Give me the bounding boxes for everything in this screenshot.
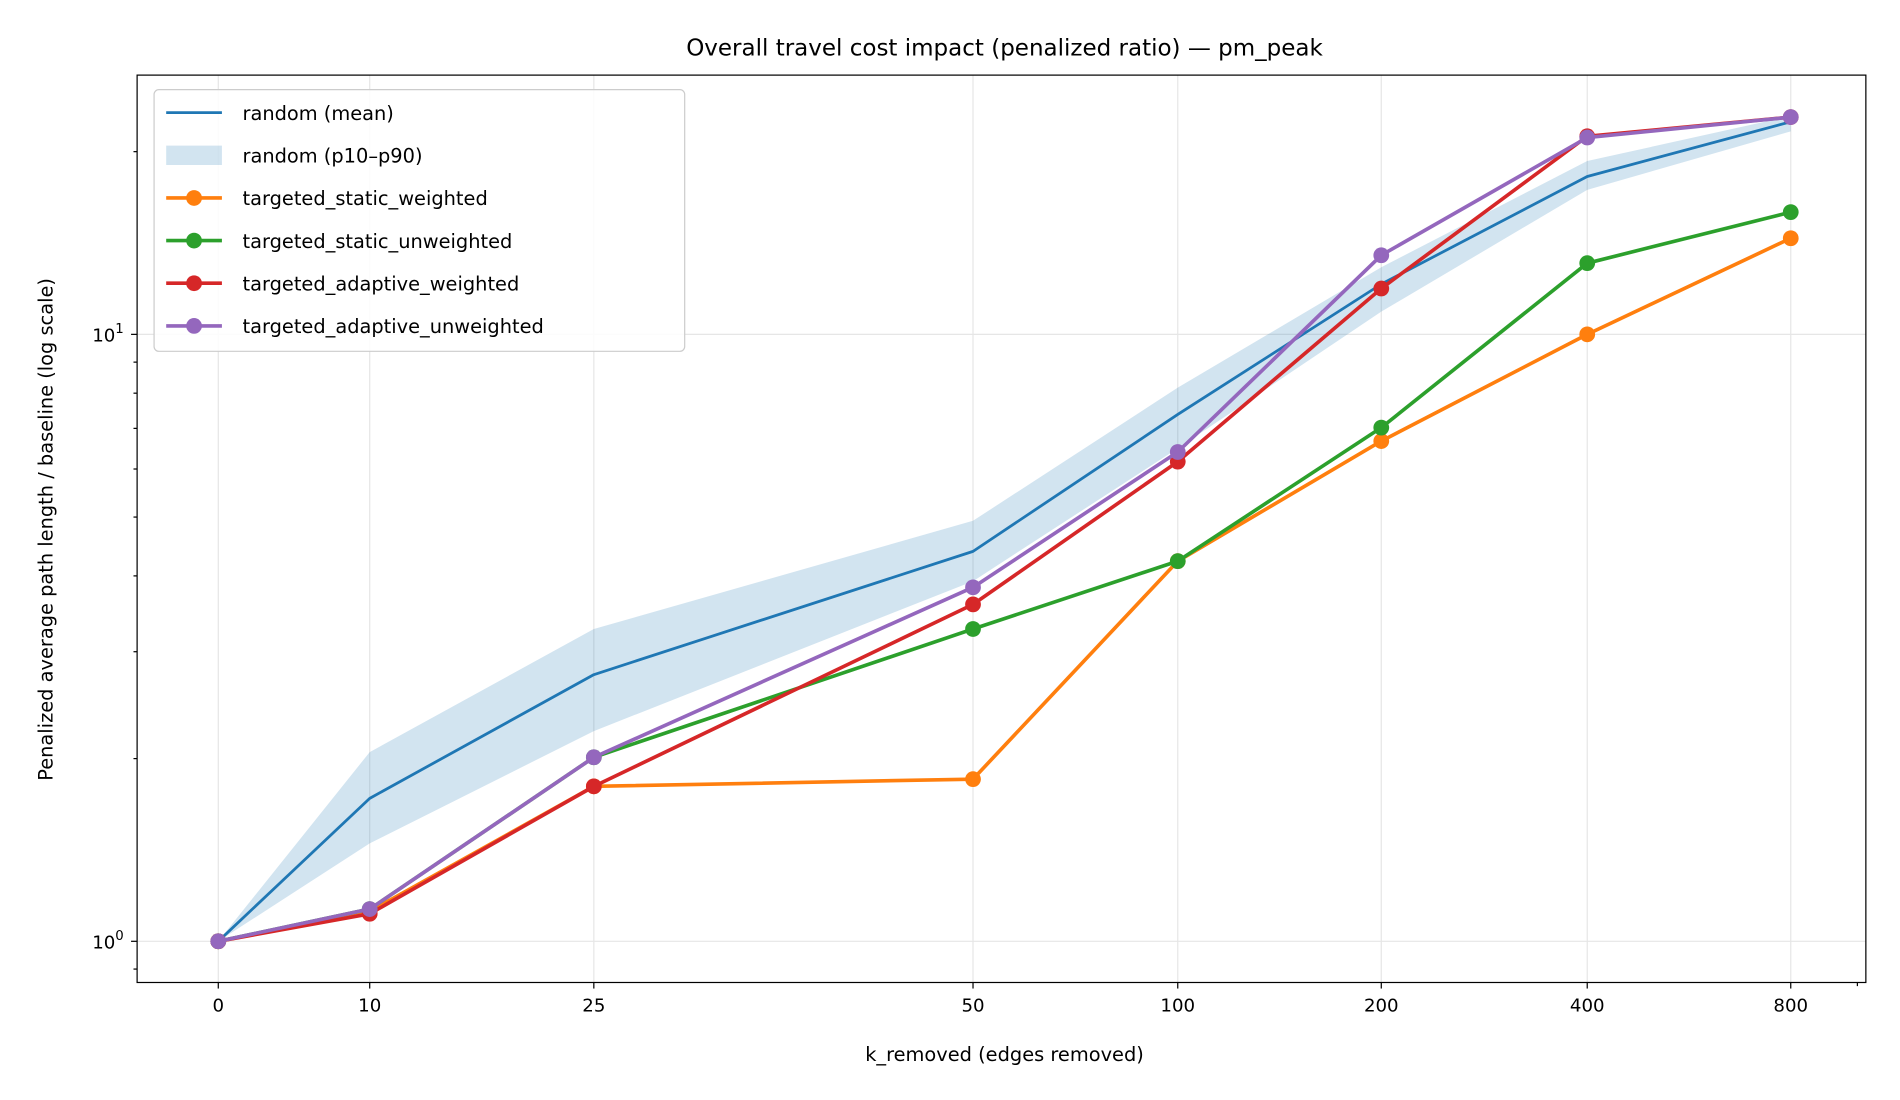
- legend-marker: [186, 318, 202, 334]
- data-point-targeted-static-unweighted: [1579, 255, 1596, 272]
- series-line-targeted-adaptive-unweighted: [217, 115, 1791, 944]
- legend: random (mean) random (p10–p90) targeted_st…: [153, 89, 686, 352]
- x-tick-label: 0: [213, 996, 225, 1017]
- legend-label: targeted_adaptive_weighted: [243, 273, 520, 296]
- x-axis-label: k_removed (edges removed): [865, 1043, 1144, 1066]
- data-point-targeted-static-unweighted: [1782, 204, 1799, 221]
- plot-marks: [210, 109, 1799, 950]
- data-point-targeted-adaptive-unweighted: [1579, 129, 1596, 146]
- y-tick-label: 101: [92, 322, 124, 346]
- legend-label: targeted_static_weighted: [243, 187, 488, 210]
- x-tick-label: 10: [358, 996, 381, 1017]
- legend-marker: [186, 190, 202, 206]
- legend-marker: [186, 232, 202, 249]
- data-point-targeted-adaptive-unweighted: [965, 579, 981, 596]
- series-line-targeted-adaptive-weighted: [217, 115, 1791, 944]
- legend-marker: [186, 275, 202, 292]
- data-point-targeted-adaptive-weighted: [965, 596, 981, 613]
- data-point-targeted-static-unweighted: [1373, 419, 1390, 436]
- x-tick-label: 50: [961, 996, 984, 1017]
- x-tick-label: 400: [1570, 996, 1605, 1017]
- data-point-targeted-adaptive-unweighted: [361, 901, 378, 917]
- y-axis: 100 101: [92, 151, 138, 970]
- legend-swatch: [166, 145, 222, 165]
- y-axis-label: Penalized average path length / baseline…: [34, 278, 57, 781]
- series-line-random-mean: [217, 120, 1792, 943]
- plot-frame: [136, 74, 1867, 984]
- data-point-targeted-static-weighted: [965, 771, 981, 788]
- x-tick-label: 200: [1364, 996, 1399, 1017]
- data-point-targeted-adaptive-weighted: [585, 778, 602, 795]
- chart-title: Overall travel cost impact (penalized ra…: [686, 36, 1323, 62]
- x-tick-label: 25: [582, 996, 605, 1017]
- x-axis: 0 10 25 50 100 200 400 800: [213, 982, 1858, 1017]
- data-point-targeted-static-weighted: [1579, 326, 1596, 343]
- legend-label: targeted_adaptive_unweighted: [243, 315, 544, 338]
- data-point-targeted-adaptive-weighted: [1373, 280, 1390, 297]
- data-point-targeted-adaptive-unweighted: [1782, 109, 1799, 125]
- x-tick-label: 100: [1160, 996, 1195, 1017]
- data-point-targeted-adaptive-unweighted: [585, 749, 602, 766]
- data-point-targeted-static-weighted: [1373, 433, 1390, 449]
- data-point-targeted-adaptive-unweighted: [1169, 444, 1186, 460]
- data-point-targeted-adaptive-unweighted: [210, 933, 227, 950]
- y-tick-label: 100: [92, 929, 124, 953]
- legend-label: random (mean): [243, 102, 394, 125]
- data-point-targeted-static-unweighted: [965, 621, 981, 637]
- data-point-targeted-adaptive-unweighted: [1373, 247, 1390, 264]
- data-point-targeted-static-unweighted: [1169, 553, 1186, 570]
- legend-label: random (p10–p90): [243, 145, 423, 168]
- legend-label: targeted_static_unweighted: [243, 230, 513, 253]
- data-point-targeted-static-weighted: [1782, 230, 1799, 247]
- legend-box: [153, 89, 686, 352]
- x-tick-label: 800: [1773, 996, 1808, 1017]
